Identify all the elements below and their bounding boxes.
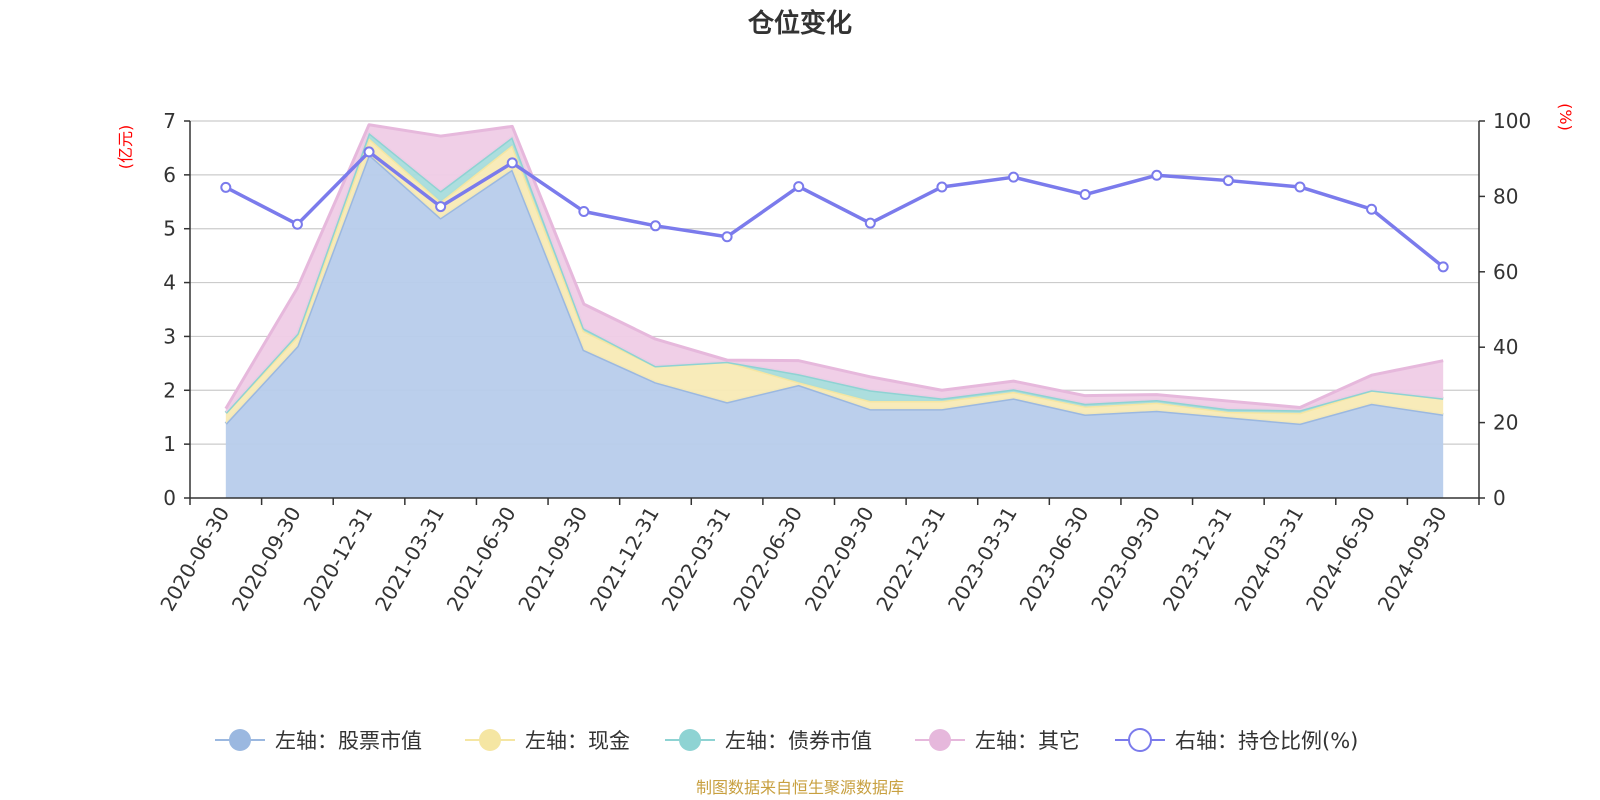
x-axis-tick-label: 2021-03-31 bbox=[370, 503, 449, 616]
left-axis-tick-label: 1 bbox=[163, 432, 176, 456]
legend-item-4[interactable]: 右轴：持仓比例(%) bbox=[1115, 728, 1358, 753]
x-axis-tick-label: 2023-12-31 bbox=[1158, 503, 1237, 616]
ratio-point[interactable] bbox=[291, 218, 303, 230]
x-axis-tick-label: 2024-09-30 bbox=[1373, 503, 1452, 616]
x-axis-tick-label: 2024-06-30 bbox=[1301, 503, 1380, 616]
legend-label: 左轴：债券市值 bbox=[725, 729, 872, 753]
area-series-1 bbox=[225, 138, 1444, 424]
legend-marker bbox=[229, 729, 251, 751]
x-axis-tick-label: 2022-06-30 bbox=[728, 503, 807, 616]
area-series-edge-3 bbox=[224, 123, 1444, 410]
ratio-point[interactable] bbox=[1151, 169, 1163, 181]
x-axis-tick-label: 2023-06-30 bbox=[1015, 503, 1094, 616]
legend: 左轴：股票市值 左轴：现金 左轴：债券市值 左轴：其它 右轴：持仓比例(%) bbox=[215, 728, 1358, 753]
data-source-note: 制图数据来自恒生聚源数据库 bbox=[696, 778, 904, 797]
left-axis-tick-label: 7 bbox=[163, 109, 176, 133]
ratio-point[interactable] bbox=[1222, 175, 1234, 187]
legend-marker bbox=[929, 729, 951, 751]
left-axis-tick-label: 5 bbox=[163, 217, 176, 241]
left-axis-tick-label: 2 bbox=[163, 378, 176, 402]
ratio-point[interactable] bbox=[793, 181, 805, 193]
legend-label: 左轴：其它 bbox=[975, 729, 1080, 753]
legend-marker bbox=[479, 729, 501, 751]
left-axis-unit-label: (亿元) bbox=[116, 125, 135, 170]
chart-title: 仓位变化 bbox=[747, 8, 852, 39]
left-axis-tick-label: 4 bbox=[163, 271, 176, 295]
ratio-point[interactable] bbox=[363, 146, 375, 158]
ratio-point[interactable] bbox=[721, 231, 733, 243]
x-axis-tick-label: 2021-12-31 bbox=[585, 503, 664, 616]
x-axis-tick-label: 2020-09-30 bbox=[227, 503, 306, 616]
x-axis-tick-label: 2023-09-30 bbox=[1086, 503, 1165, 616]
x-axis-tick-label: 2022-03-31 bbox=[657, 503, 736, 616]
x-axis-tick-label: 2022-09-30 bbox=[800, 503, 879, 616]
right-axis-tick-label: 100 bbox=[1493, 109, 1531, 133]
left-axis-tick-label: 0 bbox=[163, 486, 176, 510]
ratio-point[interactable] bbox=[1366, 203, 1378, 215]
legend-marker bbox=[679, 729, 701, 751]
x-axis-tick-label: 2021-06-30 bbox=[442, 503, 521, 616]
ratio-line bbox=[220, 146, 1449, 273]
ratio-point[interactable] bbox=[435, 201, 447, 213]
legend-label: 左轴：股票市值 bbox=[275, 729, 422, 753]
left-axis-tick-label: 6 bbox=[163, 163, 176, 187]
legend-item-0[interactable]: 左轴：股票市值 bbox=[215, 729, 422, 753]
x-axis-tick-label: 2024-03-31 bbox=[1229, 503, 1308, 616]
right-axis-tick-label: 60 bbox=[1493, 260, 1518, 284]
right-axis-tick-label: 40 bbox=[1493, 335, 1518, 359]
ratio-point[interactable] bbox=[864, 217, 876, 229]
legend-item-3[interactable]: 左轴：其它 bbox=[915, 729, 1080, 753]
ratio-point[interactable] bbox=[649, 220, 661, 232]
ratio-point[interactable] bbox=[1294, 181, 1306, 193]
ratio-line-path bbox=[225, 150, 1445, 269]
x-axis-tick-label: 2020-06-30 bbox=[155, 503, 234, 616]
ratio-point[interactable] bbox=[1008, 171, 1020, 183]
ratio-point[interactable] bbox=[220, 181, 232, 193]
x-axis-tick-label: 2020-12-31 bbox=[298, 503, 377, 616]
ratio-point[interactable] bbox=[1437, 261, 1449, 273]
x-axis-tick-label: 2021-09-30 bbox=[513, 503, 592, 616]
legend-item-1[interactable]: 左轴：现金 bbox=[465, 729, 630, 753]
ratio-point[interactable] bbox=[936, 181, 948, 193]
legend-marker bbox=[1128, 728, 1152, 752]
right-axis-tick-label: 80 bbox=[1493, 184, 1518, 208]
right-axis-tick-label: 0 bbox=[1493, 486, 1506, 510]
stacked-areas bbox=[224, 123, 1444, 499]
x-axis-tick-label: 2022-12-31 bbox=[871, 503, 950, 616]
ratio-point[interactable] bbox=[1079, 189, 1091, 201]
left-axis-tick-label: 3 bbox=[163, 324, 176, 348]
legend-item-2[interactable]: 左轴：债券市值 bbox=[665, 729, 872, 753]
legend-label: 左轴：现金 bbox=[525, 729, 630, 753]
legend-label: 右轴：持仓比例(%) bbox=[1175, 729, 1358, 753]
ratio-point[interactable] bbox=[578, 205, 590, 217]
right-axis-tick-label: 20 bbox=[1493, 411, 1518, 435]
x-axis-tick-label: 2023-03-31 bbox=[943, 503, 1022, 616]
right-axis-unit-label: (%) bbox=[1556, 103, 1575, 131]
ratio-point[interactable] bbox=[506, 157, 518, 169]
